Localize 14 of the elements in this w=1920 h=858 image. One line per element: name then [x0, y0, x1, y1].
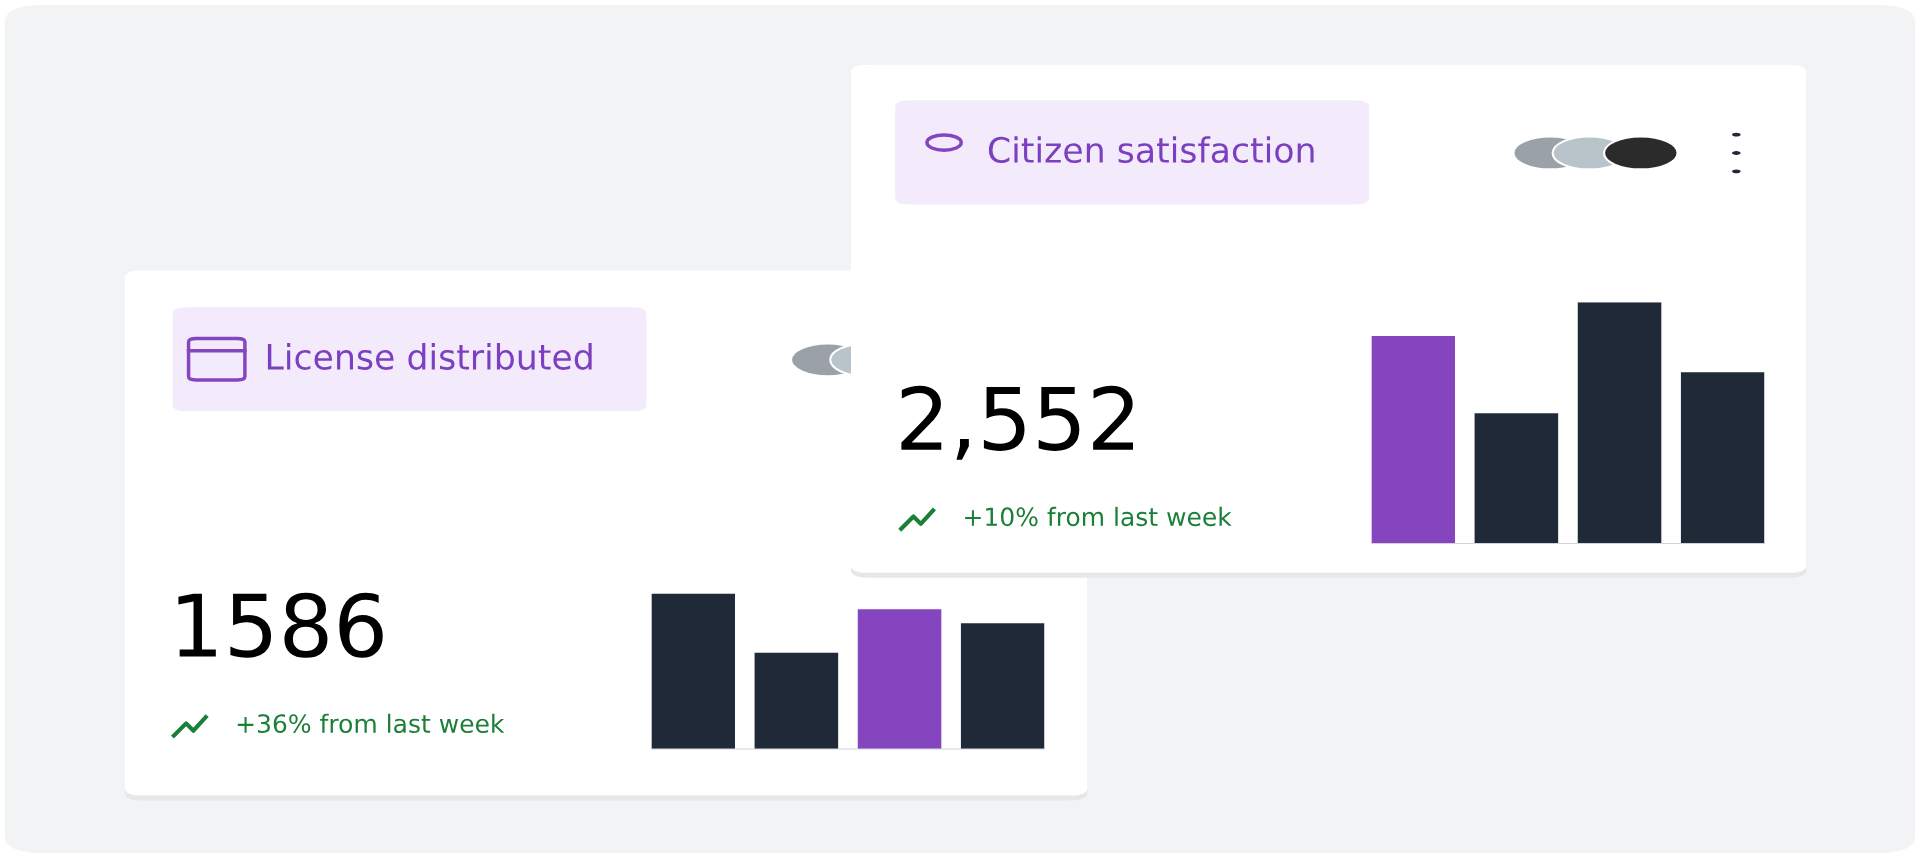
chart-title: License distributed	[267, 343, 592, 370]
bar	[1371, 336, 1455, 544]
bar	[1577, 302, 1662, 544]
bar	[960, 623, 1045, 750]
text: +10% from last week	[965, 506, 1232, 527]
bar	[754, 652, 839, 750]
bar	[651, 593, 735, 750]
text: 1586	[178, 592, 383, 658]
chart-title: Citizen satisfaction	[988, 136, 1314, 164]
bar	[1474, 413, 1559, 544]
text: +36% from last week	[237, 713, 505, 734]
bar	[857, 609, 942, 750]
text: 2,552	[901, 385, 1133, 460]
bar	[1680, 372, 1765, 544]
